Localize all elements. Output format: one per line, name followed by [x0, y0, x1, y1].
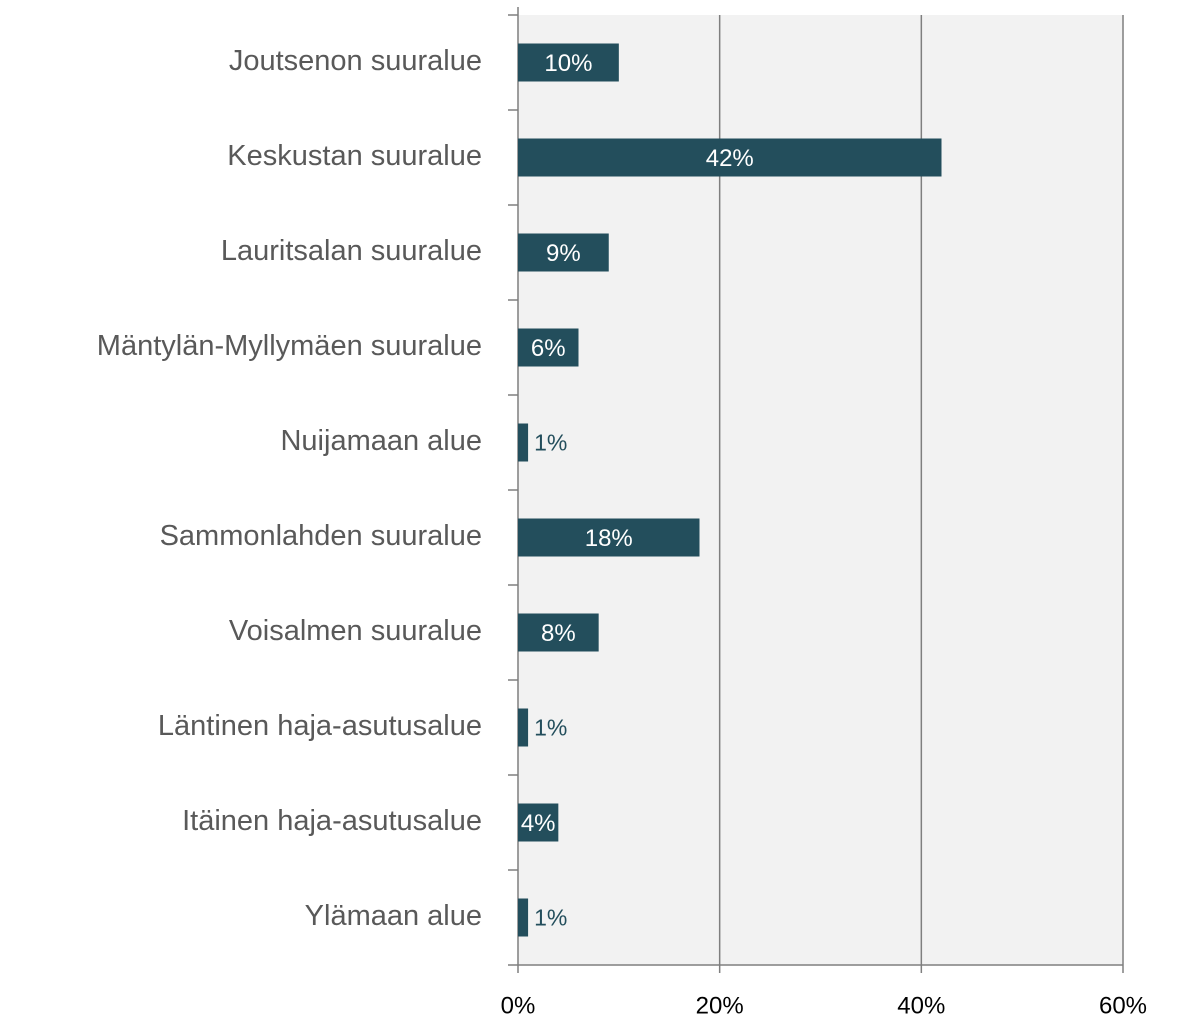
data-label: 9%: [546, 240, 581, 267]
y-tick-label: Joutsenon suuralue: [229, 45, 482, 77]
data-label: 10%: [544, 50, 592, 77]
y-tick-label: Sammonlahden suuralue: [160, 520, 482, 552]
bar: [518, 803, 559, 842]
data-label: 1%: [534, 430, 567, 456]
bar: [518, 233, 609, 272]
x-tick-label: 20%: [696, 992, 744, 1019]
y-tick-label: Itäinen haja-asutusalue: [182, 805, 482, 837]
bar: [518, 138, 942, 177]
bar: [518, 518, 700, 557]
y-tick-label: Mäntylän-Myllymäen suuralue: [97, 330, 482, 362]
bar: [518, 613, 599, 652]
bar: [518, 898, 529, 937]
data-label: 18%: [585, 525, 633, 552]
data-label: 6%: [531, 335, 566, 362]
y-tick-label: Voisalmen suuralue: [229, 615, 482, 647]
data-label: 42%: [706, 145, 754, 172]
y-tick-label: Ylämaan alue: [305, 900, 482, 932]
y-tick-label: Läntinen haja-asutusalue: [158, 710, 482, 742]
y-tick-label: Nuijamaan alue: [280, 425, 482, 457]
y-tick-label: Lauritsalan suuralue: [221, 235, 482, 267]
bar: [518, 423, 529, 462]
x-tick-label: 60%: [1099, 992, 1147, 1019]
data-label: 1%: [534, 905, 567, 931]
bar: [518, 43, 619, 82]
x-tick-label: 40%: [897, 992, 945, 1019]
data-label: 1%: [534, 715, 567, 741]
bar: [518, 708, 529, 747]
y-tick-label: Keskustan suuralue: [227, 140, 482, 172]
data-label: 4%: [521, 810, 556, 837]
bar: [518, 328, 579, 367]
x-tick-label: 0%: [501, 992, 536, 1019]
data-label: 8%: [541, 620, 576, 647]
